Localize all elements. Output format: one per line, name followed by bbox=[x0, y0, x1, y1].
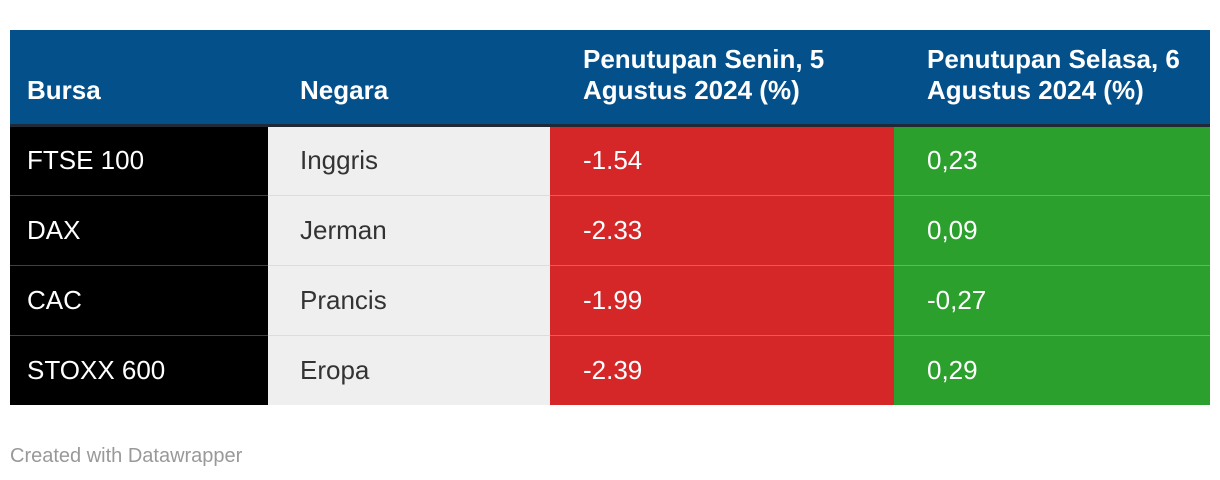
table-body: FTSE 100 Inggris -1.54 0,23 DAX Jerman -2.33 0,… bbox=[10, 124, 1210, 405]
table-cell: -1.99 bbox=[550, 264, 894, 335]
table-cell: Prancis bbox=[268, 264, 550, 335]
table-cell: CAC bbox=[10, 264, 268, 335]
table-container: Bursa Negara Penutupan Senin, 5 Agustus 20… bbox=[10, 30, 1210, 405]
footer: Created with Datawrapper bbox=[10, 445, 243, 467]
column-header: Penutupan Senin, 5 Agustus 2024 (%) bbox=[550, 30, 894, 127]
column-header: Penutupan Selasa, 6 Agustus 2024 (%) bbox=[894, 30, 1210, 127]
table-cell: FTSE 100 bbox=[10, 124, 268, 195]
table-cell: -1.54 bbox=[550, 124, 894, 195]
table-row: FTSE 100 Inggris -1.54 0,23 bbox=[10, 124, 1210, 195]
column-header: Bursa bbox=[10, 30, 268, 127]
table-cell: 0,09 bbox=[894, 194, 1210, 265]
table-row: DAX Jerman -2.33 0,09 bbox=[10, 194, 1210, 265]
table-cell: DAX bbox=[10, 194, 268, 265]
table-row: CAC Prancis -1.99 -0,27 bbox=[10, 264, 1210, 335]
column-header: Negara bbox=[268, 30, 550, 127]
table-cell: 0,29 bbox=[894, 334, 1210, 405]
table-cell: -2.39 bbox=[550, 334, 894, 405]
table-cell: Eropa bbox=[268, 334, 550, 405]
table-cell: 0,23 bbox=[894, 124, 1210, 195]
table-row: STOXX 600 Eropa -2.39 0,29 bbox=[10, 334, 1210, 405]
table-cell: -2.33 bbox=[550, 194, 894, 265]
table-cell: Inggris bbox=[268, 124, 550, 195]
table-cell: -0,27 bbox=[894, 264, 1210, 335]
table-head: Bursa Negara Penutupan Senin, 5 Agustus 20… bbox=[10, 30, 1210, 127]
table-cell: Jerman bbox=[268, 194, 550, 265]
table: Bursa Negara Penutupan Senin, 5 Agustus 20… bbox=[10, 30, 1210, 405]
header-row: Bursa Negara Penutupan Senin, 5 Agustus 20… bbox=[10, 30, 1210, 127]
table-cell: STOXX 600 bbox=[10, 334, 268, 405]
